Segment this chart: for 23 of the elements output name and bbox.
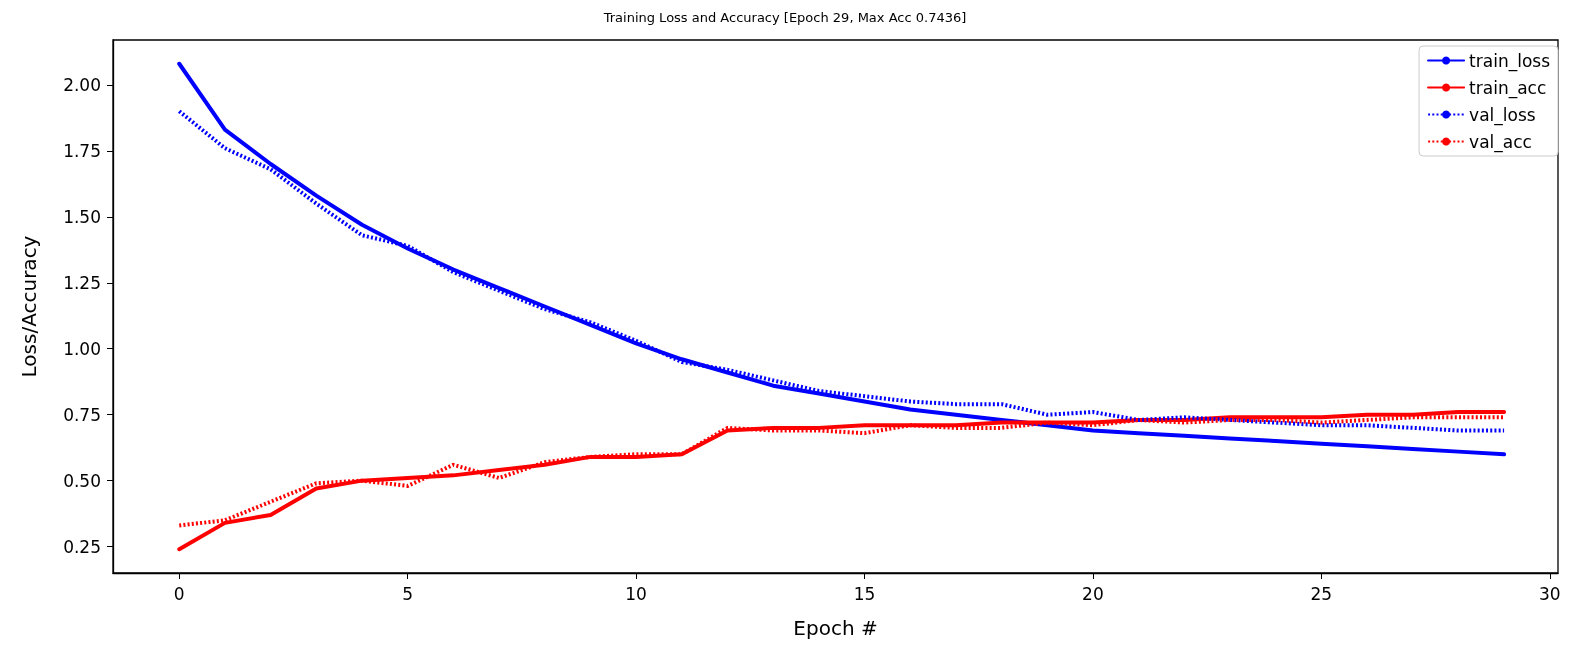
y-tick-label: 0.75 — [63, 404, 101, 425]
y-tick-label: 1.50 — [63, 206, 101, 227]
x-axis-title: Epoch # — [793, 616, 878, 640]
chart-title: Training Loss and Accuracy [Epoch 29, Max Acc 0.7436] — [602, 10, 967, 25]
legend-label: train_loss — [1469, 50, 1551, 72]
legend-label: train_acc — [1469, 77, 1547, 99]
x-tick-label: 10 — [625, 583, 647, 604]
y-tick-label: 1.25 — [63, 272, 101, 293]
x-tick-label: 15 — [853, 583, 876, 604]
legend-label: val_loss — [1469, 104, 1536, 126]
x-tick-label: 0 — [173, 583, 185, 604]
y-tick-label: 1.00 — [63, 338, 101, 359]
x-tick-label: 25 — [1310, 583, 1333, 604]
x-tick-label: 30 — [1538, 583, 1561, 604]
y-axis-title: Loss/Accuracy — [17, 235, 41, 378]
line-series — [177, 410, 1507, 552]
y-tick-label: 0.50 — [63, 470, 101, 491]
x-tick-label: 20 — [1082, 583, 1104, 604]
y-tick-label: 1.75 — [63, 140, 101, 161]
x-tick-label: 5 — [402, 583, 414, 604]
y-tick-label: 2.00 — [63, 74, 101, 95]
y-tick-label: 0.25 — [63, 536, 101, 557]
legend-label: val_acc — [1469, 131, 1532, 153]
